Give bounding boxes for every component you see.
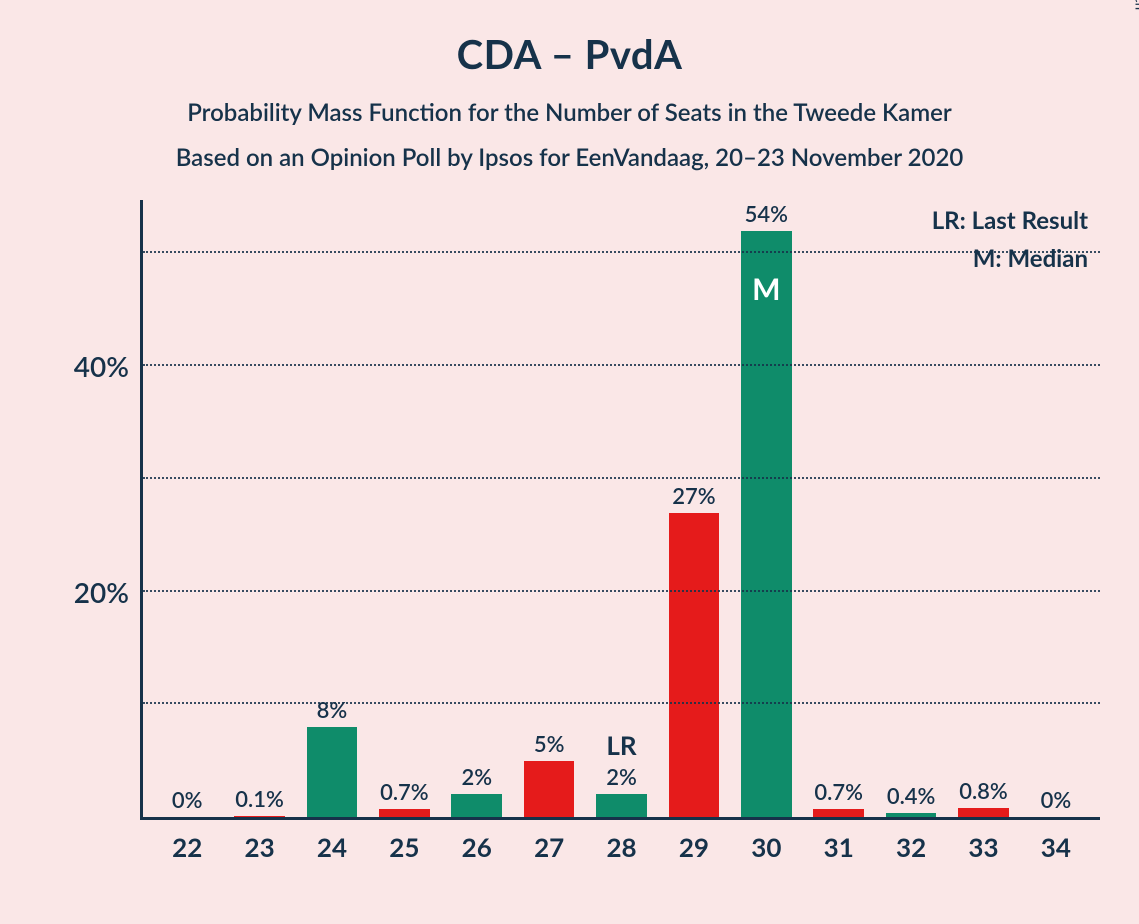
x-tick-label: 28 <box>585 817 657 863</box>
gridline <box>143 590 1100 592</box>
bar-slot: 0.4% <box>875 200 947 817</box>
bar-rect <box>669 513 720 817</box>
x-tick-label: 33 <box>947 817 1019 863</box>
bar-slot: 2% <box>441 200 513 817</box>
bar-slot: 54% M <box>730 200 802 817</box>
x-tick-label: 22 <box>151 817 223 863</box>
bar-rect <box>379 809 430 817</box>
bar-value-label: 54% <box>745 200 788 227</box>
x-tick-label: 26 <box>441 817 513 863</box>
copyright-text: © 2020 Filip van Laenen <box>1133 0 1139 10</box>
bar-slot: 0% <box>1020 200 1092 817</box>
chart-subtitle-1: Probability Mass Function for the Number… <box>0 98 1139 127</box>
x-tick-label: 32 <box>875 817 947 863</box>
bar-value-label: 27% <box>672 482 715 509</box>
bar-value-label: 0% <box>1041 786 1072 813</box>
x-tick-label: 24 <box>296 817 368 863</box>
x-tick-label: 23 <box>223 817 295 863</box>
x-tick-label: 25 <box>368 817 440 863</box>
chart-container: LR: Last Result M: Median 0%0.1%8%0.7%2%… <box>60 200 1100 880</box>
x-tick-label: 34 <box>1020 817 1092 863</box>
y-tick-label: 20% <box>74 575 143 609</box>
bar-rect <box>958 808 1009 817</box>
bar-rect <box>307 727 358 817</box>
x-tick-label: 29 <box>658 817 730 863</box>
x-axis-ticks: 22232425262728293031323334 <box>143 817 1100 863</box>
bar-slot: 0.1% <box>223 200 295 817</box>
bars-group: 0%0.1%8%0.7%2%5%LR2%27%54%M0.7%0.4%0.8%0… <box>143 200 1100 817</box>
gridline <box>143 477 1100 479</box>
bar-value-label: 0.7% <box>814 778 863 805</box>
bar-value-label: 0.8% <box>959 777 1008 804</box>
bar-value-label: 2% <box>461 763 492 790</box>
bar-value-label: 0.1% <box>235 785 284 812</box>
bar-annotation: LR <box>606 729 636 761</box>
bar-slot: 5% <box>513 200 585 817</box>
plot-area: LR: Last Result M: Median 0%0.1%8%0.7%2%… <box>140 200 1100 820</box>
bar-slot: 0.7% <box>368 200 440 817</box>
bar-slot: 0.8% <box>947 200 1019 817</box>
bar-slot: LR2% <box>585 200 657 817</box>
bar-rect <box>596 794 647 817</box>
bar-rect <box>451 794 502 817</box>
x-tick-label: 30 <box>730 817 802 863</box>
bar-rect: M <box>741 231 792 817</box>
chart-title: CDA – PvdA <box>0 0 1139 78</box>
bar-value-label: 8% <box>317 696 348 723</box>
gridline <box>143 364 1100 366</box>
bar-value-label: 0% <box>172 786 203 813</box>
x-tick-label: 31 <box>803 817 875 863</box>
bar-value-label: 5% <box>534 730 565 757</box>
bar-rect <box>813 809 864 817</box>
bar-slot: 8% <box>296 200 368 817</box>
bar-value-label: 2% <box>606 763 637 790</box>
bar-value-label: 0.7% <box>380 778 429 805</box>
bar-value-label: 0.4% <box>887 782 936 809</box>
bar-slot: 0% <box>151 200 223 817</box>
bar-slot: 0.7% <box>803 200 875 817</box>
bar-slot: 27% <box>658 200 730 817</box>
x-tick-label: 27 <box>513 817 585 863</box>
chart-subtitle-2: Based on an Opinion Poll by Ipsos for Ee… <box>0 143 1139 172</box>
gridline <box>143 251 1100 253</box>
y-tick-label: 40% <box>74 349 143 383</box>
bar-inner-label: M <box>752 271 780 307</box>
gridline <box>143 702 1100 704</box>
bar-rect <box>524 761 575 817</box>
